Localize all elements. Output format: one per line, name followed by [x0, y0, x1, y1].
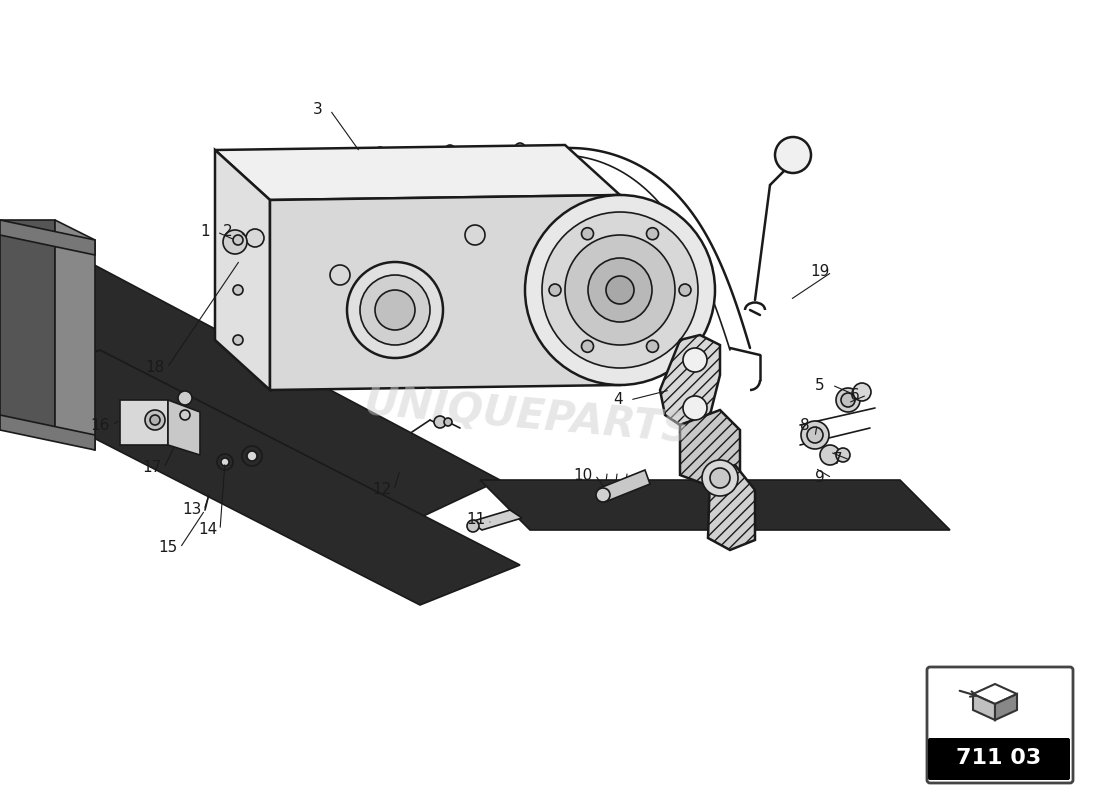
Circle shape — [683, 396, 707, 420]
Circle shape — [820, 445, 840, 465]
Circle shape — [468, 520, 478, 532]
Polygon shape — [270, 195, 620, 390]
Text: 1: 1 — [200, 225, 210, 239]
Text: 6: 6 — [850, 387, 860, 402]
Circle shape — [588, 258, 652, 322]
Text: 15: 15 — [158, 541, 177, 555]
Polygon shape — [470, 510, 522, 530]
Polygon shape — [0, 220, 95, 255]
Text: 10: 10 — [573, 467, 593, 482]
Circle shape — [178, 391, 192, 405]
Circle shape — [565, 235, 675, 345]
Text: 8: 8 — [800, 418, 810, 433]
Circle shape — [465, 225, 485, 245]
Circle shape — [582, 228, 594, 240]
Text: 3: 3 — [314, 102, 323, 118]
Circle shape — [807, 427, 823, 443]
Text: 11: 11 — [466, 513, 485, 527]
Circle shape — [330, 265, 350, 285]
Polygon shape — [996, 694, 1018, 720]
Circle shape — [180, 410, 190, 420]
Circle shape — [647, 228, 659, 240]
Text: 19: 19 — [811, 265, 829, 279]
Circle shape — [542, 212, 698, 368]
Circle shape — [710, 468, 730, 488]
Circle shape — [360, 275, 430, 345]
Polygon shape — [168, 400, 200, 455]
Circle shape — [375, 290, 415, 330]
Text: 14: 14 — [198, 522, 218, 538]
Text: 18: 18 — [145, 361, 165, 375]
Circle shape — [776, 137, 811, 173]
Circle shape — [606, 276, 634, 304]
Polygon shape — [680, 410, 740, 490]
Text: 17: 17 — [142, 461, 162, 475]
Bar — [930, 740, 1068, 778]
Polygon shape — [708, 465, 755, 550]
Text: UNIQUEPARTS: UNIQUEPARTS — [362, 381, 694, 451]
Circle shape — [582, 340, 594, 352]
Circle shape — [444, 418, 452, 426]
Polygon shape — [974, 684, 1018, 704]
Polygon shape — [55, 220, 95, 450]
Circle shape — [221, 458, 229, 466]
Circle shape — [801, 421, 829, 449]
Circle shape — [836, 448, 850, 462]
Text: 2: 2 — [223, 225, 233, 239]
Circle shape — [702, 460, 738, 496]
Text: 7: 7 — [833, 453, 843, 467]
FancyBboxPatch shape — [928, 738, 1070, 780]
Circle shape — [683, 348, 707, 372]
Circle shape — [434, 416, 446, 428]
Circle shape — [525, 195, 715, 385]
Polygon shape — [480, 480, 950, 530]
Circle shape — [233, 335, 243, 345]
Circle shape — [836, 388, 860, 412]
Polygon shape — [0, 415, 95, 450]
Circle shape — [446, 145, 455, 155]
Circle shape — [145, 410, 165, 430]
Polygon shape — [600, 470, 650, 502]
Polygon shape — [120, 400, 168, 445]
Circle shape — [233, 235, 243, 245]
Circle shape — [549, 284, 561, 296]
Circle shape — [647, 340, 659, 352]
Polygon shape — [0, 260, 500, 520]
Text: 9: 9 — [815, 470, 825, 486]
Text: 12: 12 — [373, 482, 392, 498]
Polygon shape — [660, 335, 720, 425]
Circle shape — [842, 393, 855, 407]
Circle shape — [233, 285, 243, 295]
Text: 13: 13 — [183, 502, 201, 518]
Circle shape — [852, 383, 871, 401]
Circle shape — [246, 229, 264, 247]
Polygon shape — [214, 145, 620, 200]
Polygon shape — [214, 150, 270, 390]
Polygon shape — [974, 694, 996, 720]
Circle shape — [596, 488, 611, 502]
Circle shape — [346, 262, 443, 358]
Text: 5: 5 — [815, 378, 825, 393]
Text: 711 03: 711 03 — [956, 748, 1042, 768]
Circle shape — [679, 284, 691, 296]
Circle shape — [375, 147, 385, 157]
Text: 4: 4 — [613, 393, 623, 407]
FancyBboxPatch shape — [927, 667, 1072, 783]
Circle shape — [248, 451, 257, 461]
Text: 16: 16 — [90, 418, 110, 433]
Circle shape — [150, 415, 160, 425]
Circle shape — [515, 143, 525, 153]
Polygon shape — [0, 220, 55, 430]
Polygon shape — [0, 350, 520, 605]
Circle shape — [223, 230, 248, 254]
Circle shape — [305, 150, 315, 160]
